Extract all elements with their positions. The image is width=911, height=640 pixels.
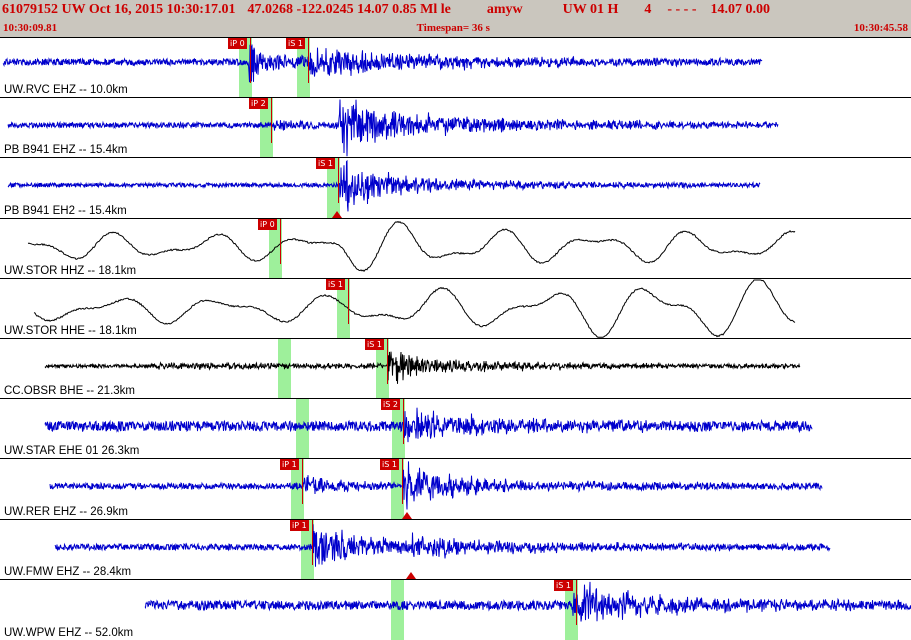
pick-count: 4: [644, 2, 652, 17]
trace-row-3: iS 1 PB B941 EH2 -- 15.4km: [0, 158, 911, 219]
station-channel-label: UW.WPW EHZ -- 52.0km: [4, 626, 134, 639]
pick-time-line: [271, 98, 272, 144]
phase-pick-flag[interactable]: iS 1: [380, 459, 399, 471]
pick-highlight-band: [327, 158, 340, 218]
window-end-time: 10:30:45.58: [853, 22, 908, 34]
trace-row-4: iP 0 UW.STOR HHZ -- 18.1km: [0, 218, 911, 279]
event-id-datetime: 61079152 UW Oct 16, 2015 10:30:17.01: [2, 2, 236, 17]
trace-row-1: iP 0 iS 1 UW.RVC EHZ -- 10.0km: [0, 38, 911, 99]
station-channel-label: UW.FMW EHZ -- 28.4km: [4, 565, 132, 578]
window-start-time: 10:30:09.81: [3, 22, 58, 34]
pick-highlight-band: [239, 38, 252, 98]
pick-time-line: [348, 278, 349, 324]
depth-values: 14.07 0.00: [710, 2, 771, 17]
pick-time-line: [576, 579, 577, 625]
pick-highlight-band: [269, 218, 282, 278]
pick-highlight-band: [297, 38, 310, 98]
pick-time-line: [302, 459, 303, 505]
header-bar: 61079152 UW Oct 16, 2015 10:30:17.01 47.…: [0, 0, 911, 20]
station-channel-label: PB B941 EHZ -- 15.4km: [4, 144, 128, 157]
pick-time-line: [250, 38, 251, 83]
waveform-trace[interactable]: [0, 399, 911, 459]
waveform-trace[interactable]: [0, 580, 911, 640]
pick-time-line: [403, 399, 404, 445]
arrival-marker-triangle: [332, 210, 342, 218]
trace-row-6: iS 1 CC.OBSR BHE -- 21.3km: [0, 338, 911, 400]
phase-pick-flag[interactable]: iS 1: [554, 579, 573, 591]
pick-time-line: [387, 338, 388, 384]
phase-pick-flag[interactable]: iP 0: [258, 218, 277, 230]
station-channel-label: UW.RER EHZ -- 26.9km: [4, 505, 128, 518]
station-channel-label: PB B941 EH2 -- 15.4km: [4, 204, 127, 217]
trace-row-7: iS 2 UW.STAR EHE 01 26.3km: [0, 399, 911, 460]
trace-row-2: iP 2 PB B941 EHZ -- 15.4km: [0, 98, 911, 159]
waveform-trace[interactable]: [0, 339, 911, 399]
pick-time-line: [280, 218, 281, 264]
phase-pick-flag[interactable]: iP 1: [290, 519, 309, 531]
pick-highlight-band: [376, 338, 389, 399]
phase-pick-flag[interactable]: iP 0: [228, 38, 247, 49]
pick-time-line: [402, 459, 403, 505]
trace-row-10: iS 1 UW.WPW EHZ -- 52.0km: [0, 579, 911, 640]
time-axis-bar: 10:30:09.81 Timespan= 36 s 10:30:45.58: [0, 20, 911, 38]
trace-row-5: iS 1 UW.STOR HHE -- 18.1km: [0, 278, 911, 339]
trace-row-8: iP 1 iS 1 UW.RER EHZ -- 26.9km: [0, 459, 911, 520]
waveform-trace[interactable]: [0, 98, 911, 158]
station-channel-label: UW.RVC EHZ -- 10.0km: [4, 84, 128, 97]
pick-time-line: [308, 38, 309, 83]
waveform-trace[interactable]: [0, 459, 911, 519]
phase-pick-flag[interactable]: iS 2: [381, 399, 400, 411]
phase-pick-flag[interactable]: iP 1: [280, 459, 299, 471]
waveform-trace[interactable]: [0, 520, 911, 580]
pick-highlight-band: [301, 519, 314, 579]
phase-pick-flag[interactable]: iS 1: [326, 278, 345, 290]
pick-highlight-band: [565, 579, 578, 640]
network-version: UW 01 H: [562, 2, 619, 17]
arrival-marker-triangle: [402, 511, 412, 519]
pick-time-line: [312, 519, 313, 565]
phase-pick-flag[interactable]: iS 1: [286, 38, 305, 49]
waveform-trace[interactable]: [0, 219, 911, 279]
timespan-label: Timespan= 36 s: [416, 22, 490, 34]
analyst-name: amyw: [486, 2, 523, 17]
waveform-trace[interactable]: [0, 38, 911, 98]
station-channel-label: CC.OBSR BHE -- 21.3km: [4, 385, 135, 398]
trace-row-9: iP 1 UW.FMW EHZ -- 28.4km: [0, 519, 911, 580]
pick-highlight-band: [260, 98, 273, 158]
pick-highlight-band: [337, 278, 350, 338]
pick-time-line: [338, 158, 339, 204]
status-dashes: - - - -: [667, 2, 697, 17]
hypocenter-magnitude: 47.0268 -122.0245 14.07 0.85 Ml le: [247, 2, 451, 17]
pick-highlight-band: [391, 579, 404, 640]
trace-panels: iP 0 iS 1 UW.RVC EHZ -- 10.0km iP 2 PB B941 …: [0, 38, 911, 640]
waveform-trace[interactable]: [0, 279, 911, 339]
pick-highlight-band: [391, 459, 404, 519]
arrival-marker-triangle: [406, 571, 416, 579]
station-channel-label: UW.STAR EHE 01 26.3km: [4, 445, 140, 458]
station-channel-label: UW.STOR HHZ -- 18.1km: [4, 264, 137, 277]
waveform-trace[interactable]: [0, 158, 911, 218]
phase-pick-flag[interactable]: iS 1: [316, 158, 335, 170]
phase-pick-flag[interactable]: iS 1: [365, 338, 384, 350]
phase-pick-flag[interactable]: iP 2: [249, 98, 268, 110]
station-channel-label: UW.STOR HHE -- 18.1km: [4, 324, 137, 337]
